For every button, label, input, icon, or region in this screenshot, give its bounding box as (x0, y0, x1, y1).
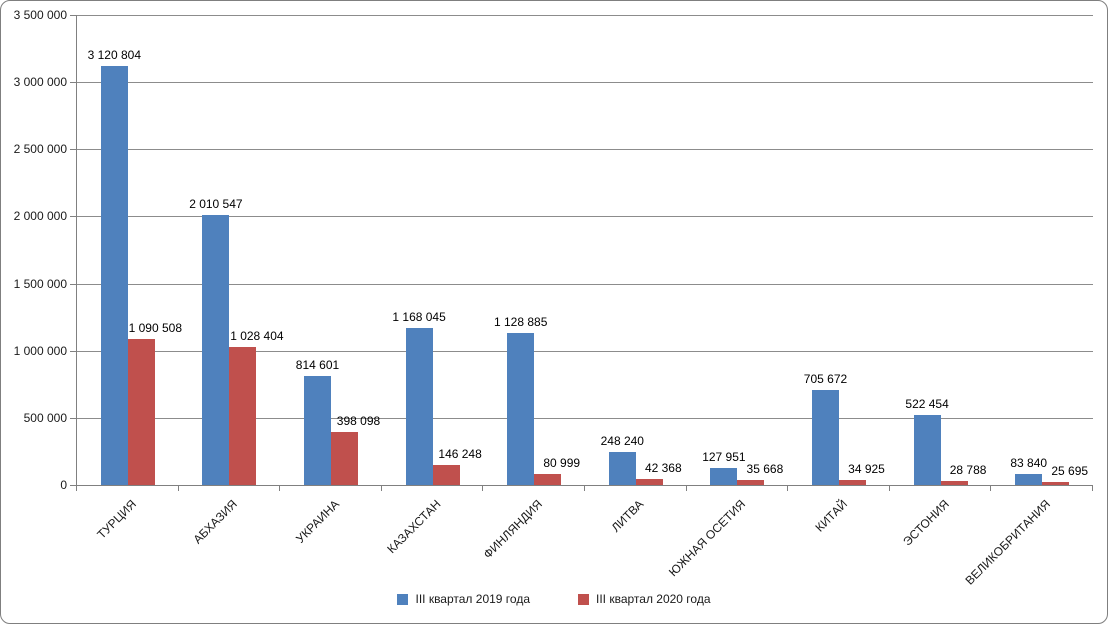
x-axis-category-label: ЛИТВА (608, 497, 647, 535)
bar-value-label: 25 695 (1051, 463, 1089, 478)
bar-2019-АБХАЗИЯ[interactable] (202, 215, 230, 485)
bar-value-label: 83 840 (1010, 455, 1048, 470)
gridline (77, 82, 1093, 84)
y-axis-tick-mark (70, 149, 76, 151)
x-axis-tick-mark (279, 486, 281, 491)
gridline (77, 417, 1093, 419)
bar-value-label: 127 951 (702, 449, 746, 464)
bar-2020-КИТАЙ[interactable] (839, 480, 866, 485)
bar-2020-ЭСТОНИЯ[interactable] (940, 481, 968, 485)
x-axis-category-label: УКРАИНА (293, 497, 342, 546)
plot-area: 3 120 804 1 090 508 2 010 547 1 028 404 814 … (76, 15, 1093, 486)
y-axis-tick-mark (70, 417, 76, 419)
legend-label: III квартал 2019 года (415, 592, 530, 606)
bar-value-label: 1 168 045 (392, 310, 446, 325)
bar-2019-УКРАИНА[interactable] (304, 375, 331, 485)
bar-2020-ТУРЦИЯ[interactable] (127, 338, 155, 485)
x-axis-tick-mark (584, 486, 585, 491)
bar-value-label: 34 925 (848, 462, 885, 477)
bar-2020-ЮЖНАЯ ОСЕТИЯ[interactable] (737, 480, 765, 485)
x-axis-category-label: КАЗАХСТАН (384, 497, 444, 557)
gridline (77, 15, 1093, 16)
x-axis-category-label: ВЕЛИКОБРИТАНИЯ (962, 497, 1054, 588)
bar-value-label: 1 028 404 (230, 328, 284, 343)
bar-2019-ФИНЛЯНДИЯ[interactable] (507, 333, 535, 485)
y-axis-tick-label: 1 500 000 (13, 276, 67, 291)
bar-value-label: 80 999 (543, 456, 581, 471)
bar-value-label: 522 454 (905, 396, 949, 411)
x-axis-category-label: ЮЖНАЯ ОСЕТИЯ (666, 497, 749, 580)
bar-value-label: 3 120 804 (87, 47, 141, 62)
bar-value-label: 398 098 (336, 413, 381, 428)
x-axis-category-label: АБХАЗИЯ (190, 497, 241, 547)
y-axis-tick-mark (70, 485, 76, 486)
legend: III квартал 2019 года III квартал 2020 го… (1, 592, 1107, 606)
bar-value-label: 1 090 508 (128, 320, 182, 335)
bar-value-label: 1 128 885 (493, 315, 548, 330)
x-axis-tick-mark (685, 486, 687, 491)
bar-2020-УКРАИНА[interactable] (331, 431, 358, 485)
x-axis-category-label: ЭСТОНИЯ (899, 497, 952, 549)
bar-value-label: 28 788 (949, 463, 987, 478)
bar-value-label: 705 672 (803, 372, 848, 387)
bar-value-label: 35 668 (746, 462, 784, 477)
y-axis-tick-mark (70, 82, 76, 84)
y-axis-tick-mark (70, 15, 76, 16)
x-axis-tick-mark (1092, 486, 1093, 491)
bar-2019-ЮЖНАЯ ОСЕТИЯ[interactable] (710, 467, 738, 485)
y-axis-tick-label: 3 000 000 (13, 75, 67, 90)
bar-2020-ЛИТВА[interactable] (635, 479, 663, 485)
y-axis-tick-mark (70, 216, 76, 218)
y-axis-tick-label: 3 500 000 (13, 8, 67, 22)
x-axis-category-label: КИТАЙ (812, 497, 850, 535)
legend-entry-2020[interactable]: III квартал 2020 года (578, 592, 711, 606)
bar-2020-ВЕЛИКОБРИТАНИЯ[interactable] (1042, 481, 1070, 485)
x-axis-tick-mark (482, 486, 484, 491)
y-axis-tick-label: 0 (60, 478, 67, 492)
gridline (77, 283, 1093, 285)
bar-2019-ТУРЦИЯ[interactable] (100, 65, 128, 485)
legend-label: III квартал 2020 года (596, 592, 711, 606)
bar-value-label: 814 601 (295, 357, 340, 372)
x-axis-category-label: ТУРЦИЯ (94, 497, 139, 542)
legend-swatch-icon (578, 593, 589, 605)
bar-value-label: 2 010 547 (189, 197, 243, 212)
x-axis-tick-mark (787, 486, 789, 491)
bar-2019-ЭСТОНИЯ[interactable] (913, 414, 941, 485)
y-axis-tick-label: 500 000 (23, 410, 67, 425)
gridline (77, 149, 1093, 151)
x-axis-tick-mark (888, 486, 890, 491)
bar-value-label: 42 368 (644, 461, 682, 476)
gridline (77, 350, 1093, 352)
bar-2020-АБХАЗИЯ[interactable] (229, 346, 257, 485)
bar-2019-КИТАЙ[interactable] (812, 390, 839, 485)
x-axis-tick-mark (177, 486, 179, 491)
x-axis-tick-mark (76, 486, 77, 491)
bar-2020-КАЗАХСТАН[interactable] (432, 465, 460, 485)
x-axis-tick-mark (380, 486, 382, 491)
bar-2019-ЛИТВА[interactable] (608, 451, 636, 485)
y-axis-tick-label: 2 500 000 (13, 142, 67, 157)
y-axis-tick-mark (70, 350, 76, 352)
legend-swatch-icon (397, 593, 409, 605)
bar-2020-ФИНЛЯНДИЯ[interactable] (534, 474, 562, 485)
y-axis-tick-label: 1 000 000 (13, 343, 67, 358)
legend-entry-2019[interactable]: III квартал 2019 года (397, 592, 530, 606)
gridline (77, 216, 1093, 218)
x-axis-tick-mark (990, 486, 992, 491)
bar-2019-КАЗАХСТАН[interactable] (405, 328, 433, 485)
x-axis-category-label: ФИНЛЯНДИЯ (480, 497, 546, 562)
y-axis-tick-mark (70, 283, 76, 285)
y-axis-tick-label: 2 000 000 (13, 209, 67, 224)
bar-value-label: 146 248 (438, 447, 482, 462)
bar-value-label: 248 240 (600, 433, 644, 448)
bar-2019-ВЕЛИКОБРИТАНИЯ[interactable] (1015, 473, 1043, 485)
